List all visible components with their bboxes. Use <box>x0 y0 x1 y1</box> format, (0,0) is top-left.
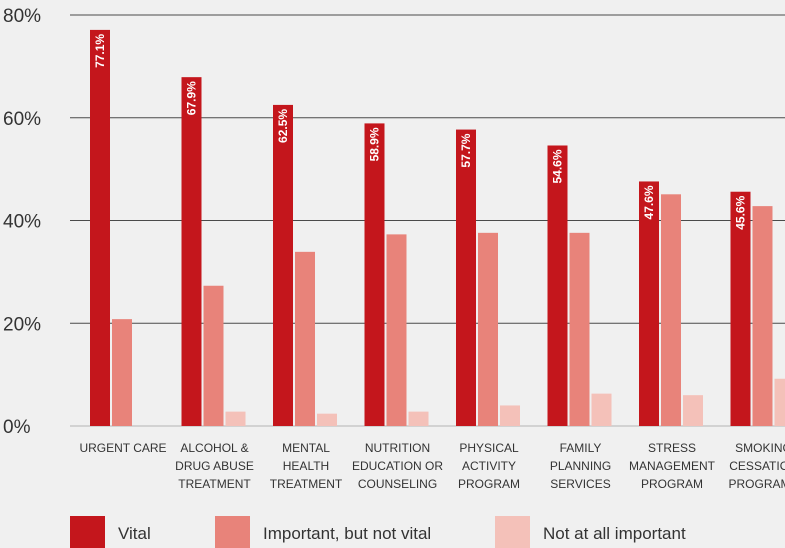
legend: Vital Important, but not vital Not at all … <box>70 516 686 548</box>
data-labels: 77.1% 67.9% 62.5% 58.9% 57.7% 54.6% 47.6% 45.6% <box>93 34 748 230</box>
category-label: SMOKING <box>735 441 785 455</box>
data-label: 67.9% <box>185 81 199 115</box>
legend-swatch <box>70 516 105 548</box>
category-label: ALCOHOL & <box>180 441 248 455</box>
legend-swatch <box>215 516 250 548</box>
category-label: TREATMENT <box>178 477 251 491</box>
bar-not-important <box>500 405 520 426</box>
bars <box>90 29 785 427</box>
data-label: 45.6% <box>734 195 748 229</box>
bar-important <box>661 194 681 426</box>
bar-vital <box>181 77 202 426</box>
bar-vital <box>730 191 751 426</box>
legend-swatch <box>495 516 530 548</box>
category-label: PROGRAM <box>458 477 520 491</box>
category-label: NUTRITION <box>365 441 430 455</box>
bar-important <box>112 319 132 426</box>
y-axis-ticks: 0% 20% 40% 60% 80% <box>3 6 41 438</box>
bar-important <box>295 251 315 426</box>
category-label: DRUG ABUSE <box>175 459 254 473</box>
data-label: 77.1% <box>93 34 107 68</box>
legend-label: Not at all important <box>543 524 686 543</box>
category-label: PROGRAM <box>641 477 703 491</box>
bar-important <box>752 206 773 426</box>
category-label: EDUCATION OR <box>352 459 443 473</box>
category-label: PLANNING <box>550 459 611 473</box>
y-tick-label: 80% <box>3 6 41 27</box>
bar-vital <box>547 145 568 426</box>
bar-important <box>478 232 498 426</box>
category-label: FAMILY <box>560 441 602 455</box>
category-label: COUNSELING <box>358 477 437 491</box>
bar-vital <box>90 29 110 427</box>
y-tick-label: 20% <box>3 314 41 335</box>
data-label: 54.6% <box>551 149 565 183</box>
bar-not-important <box>774 378 785 426</box>
y-tick-label: 60% <box>3 109 41 130</box>
category-label: URGENT CARE <box>79 441 166 455</box>
data-label: 62.5% <box>276 109 290 143</box>
category-label: PHYSICAL <box>459 441 519 455</box>
bar-not-important <box>683 395 703 426</box>
legend-label: Important, but not vital <box>263 524 431 543</box>
bar-vital <box>364 123 385 427</box>
y-tick-label: 0% <box>3 417 31 438</box>
data-label: 57.7% <box>459 133 473 167</box>
category-label: MENTAL <box>282 441 330 455</box>
category-label: CESSATION <box>729 459 785 473</box>
bar-vital <box>456 129 476 426</box>
category-labels: URGENT CARE ALCOHOL & DRUG ABUSE TREATMENT M… <box>79 441 785 491</box>
category-label: HEALTH <box>283 459 329 473</box>
category-label: ACTIVITY <box>462 459 516 473</box>
category-label: MANAGEMENT <box>629 459 716 473</box>
category-label: STRESS <box>648 441 696 455</box>
bar-important <box>569 232 590 426</box>
bar-vital <box>273 104 293 426</box>
bar-not-important <box>225 411 246 426</box>
y-tick-label: 40% <box>3 212 41 233</box>
bar-not-important <box>408 411 429 426</box>
data-label: 58.9% <box>368 127 382 161</box>
category-label: SERVICES <box>550 477 610 491</box>
bar-vital <box>639 181 659 426</box>
bar-important <box>386 234 407 426</box>
category-label: TREATMENT <box>270 477 343 491</box>
bar-important <box>203 285 224 426</box>
data-label: 47.6% <box>642 185 656 219</box>
bar-not-important <box>317 413 337 426</box>
legend-label: Vital <box>118 524 151 543</box>
bar-not-important <box>591 393 612 426</box>
